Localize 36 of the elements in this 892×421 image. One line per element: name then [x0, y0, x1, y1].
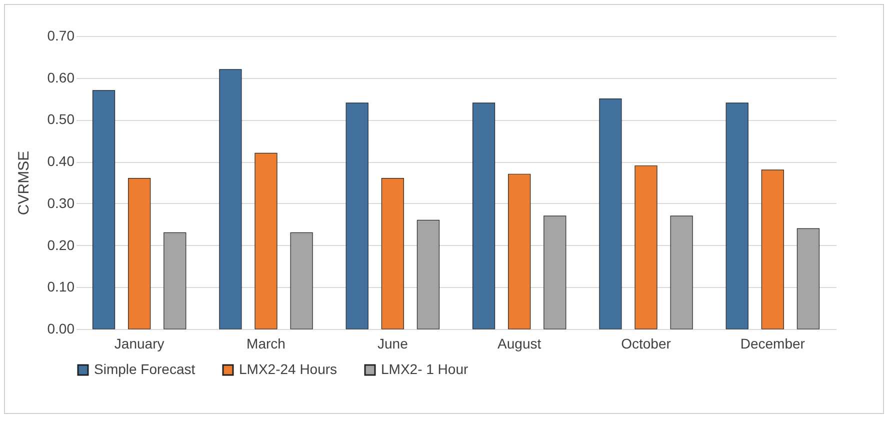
- y-tick-label: 0.00: [47, 320, 75, 336]
- y-tick-label: 0.20: [47, 236, 75, 253]
- x-tick-label: June: [377, 336, 408, 352]
- bar: [796, 228, 820, 330]
- x-tick-label: October: [621, 336, 672, 352]
- bar: [670, 216, 693, 330]
- bar: [508, 174, 531, 330]
- bar: [219, 69, 242, 330]
- bar: [254, 152, 278, 330]
- legend-label: Simple Forecast: [94, 361, 196, 377]
- x-tick-label: March: [246, 336, 286, 352]
- bar: [416, 220, 440, 330]
- y-tick-label: 0.40: [47, 153, 75, 170]
- y-axis-title: CVRMSE: [15, 150, 32, 216]
- y-tick-label: 0.10: [47, 278, 75, 295]
- bar: [346, 102, 368, 330]
- bar: [92, 90, 116, 330]
- x-tick-label: January: [114, 336, 164, 352]
- bar: [128, 178, 151, 330]
- bar: [599, 98, 622, 330]
- bar: [544, 216, 566, 330]
- x-tick-label: August: [498, 336, 542, 352]
- bar: [381, 178, 404, 330]
- bar: [290, 232, 313, 330]
- legend-label: LMX2-24 Hours: [239, 361, 338, 377]
- x-tick-label: December: [740, 336, 806, 352]
- bar: [761, 170, 784, 330]
- y-tick-label: 0.30: [47, 194, 75, 211]
- y-tick-label: 0.50: [47, 111, 75, 128]
- bar: [726, 102, 748, 330]
- bar: [164, 232, 186, 330]
- y-tick-label: 0.60: [47, 69, 75, 86]
- bar: [472, 102, 496, 330]
- bar: [634, 165, 658, 330]
- y-tick-label: 0.70: [47, 28, 75, 44]
- legend-label: LMX2- 1 Hour: [381, 361, 468, 377]
